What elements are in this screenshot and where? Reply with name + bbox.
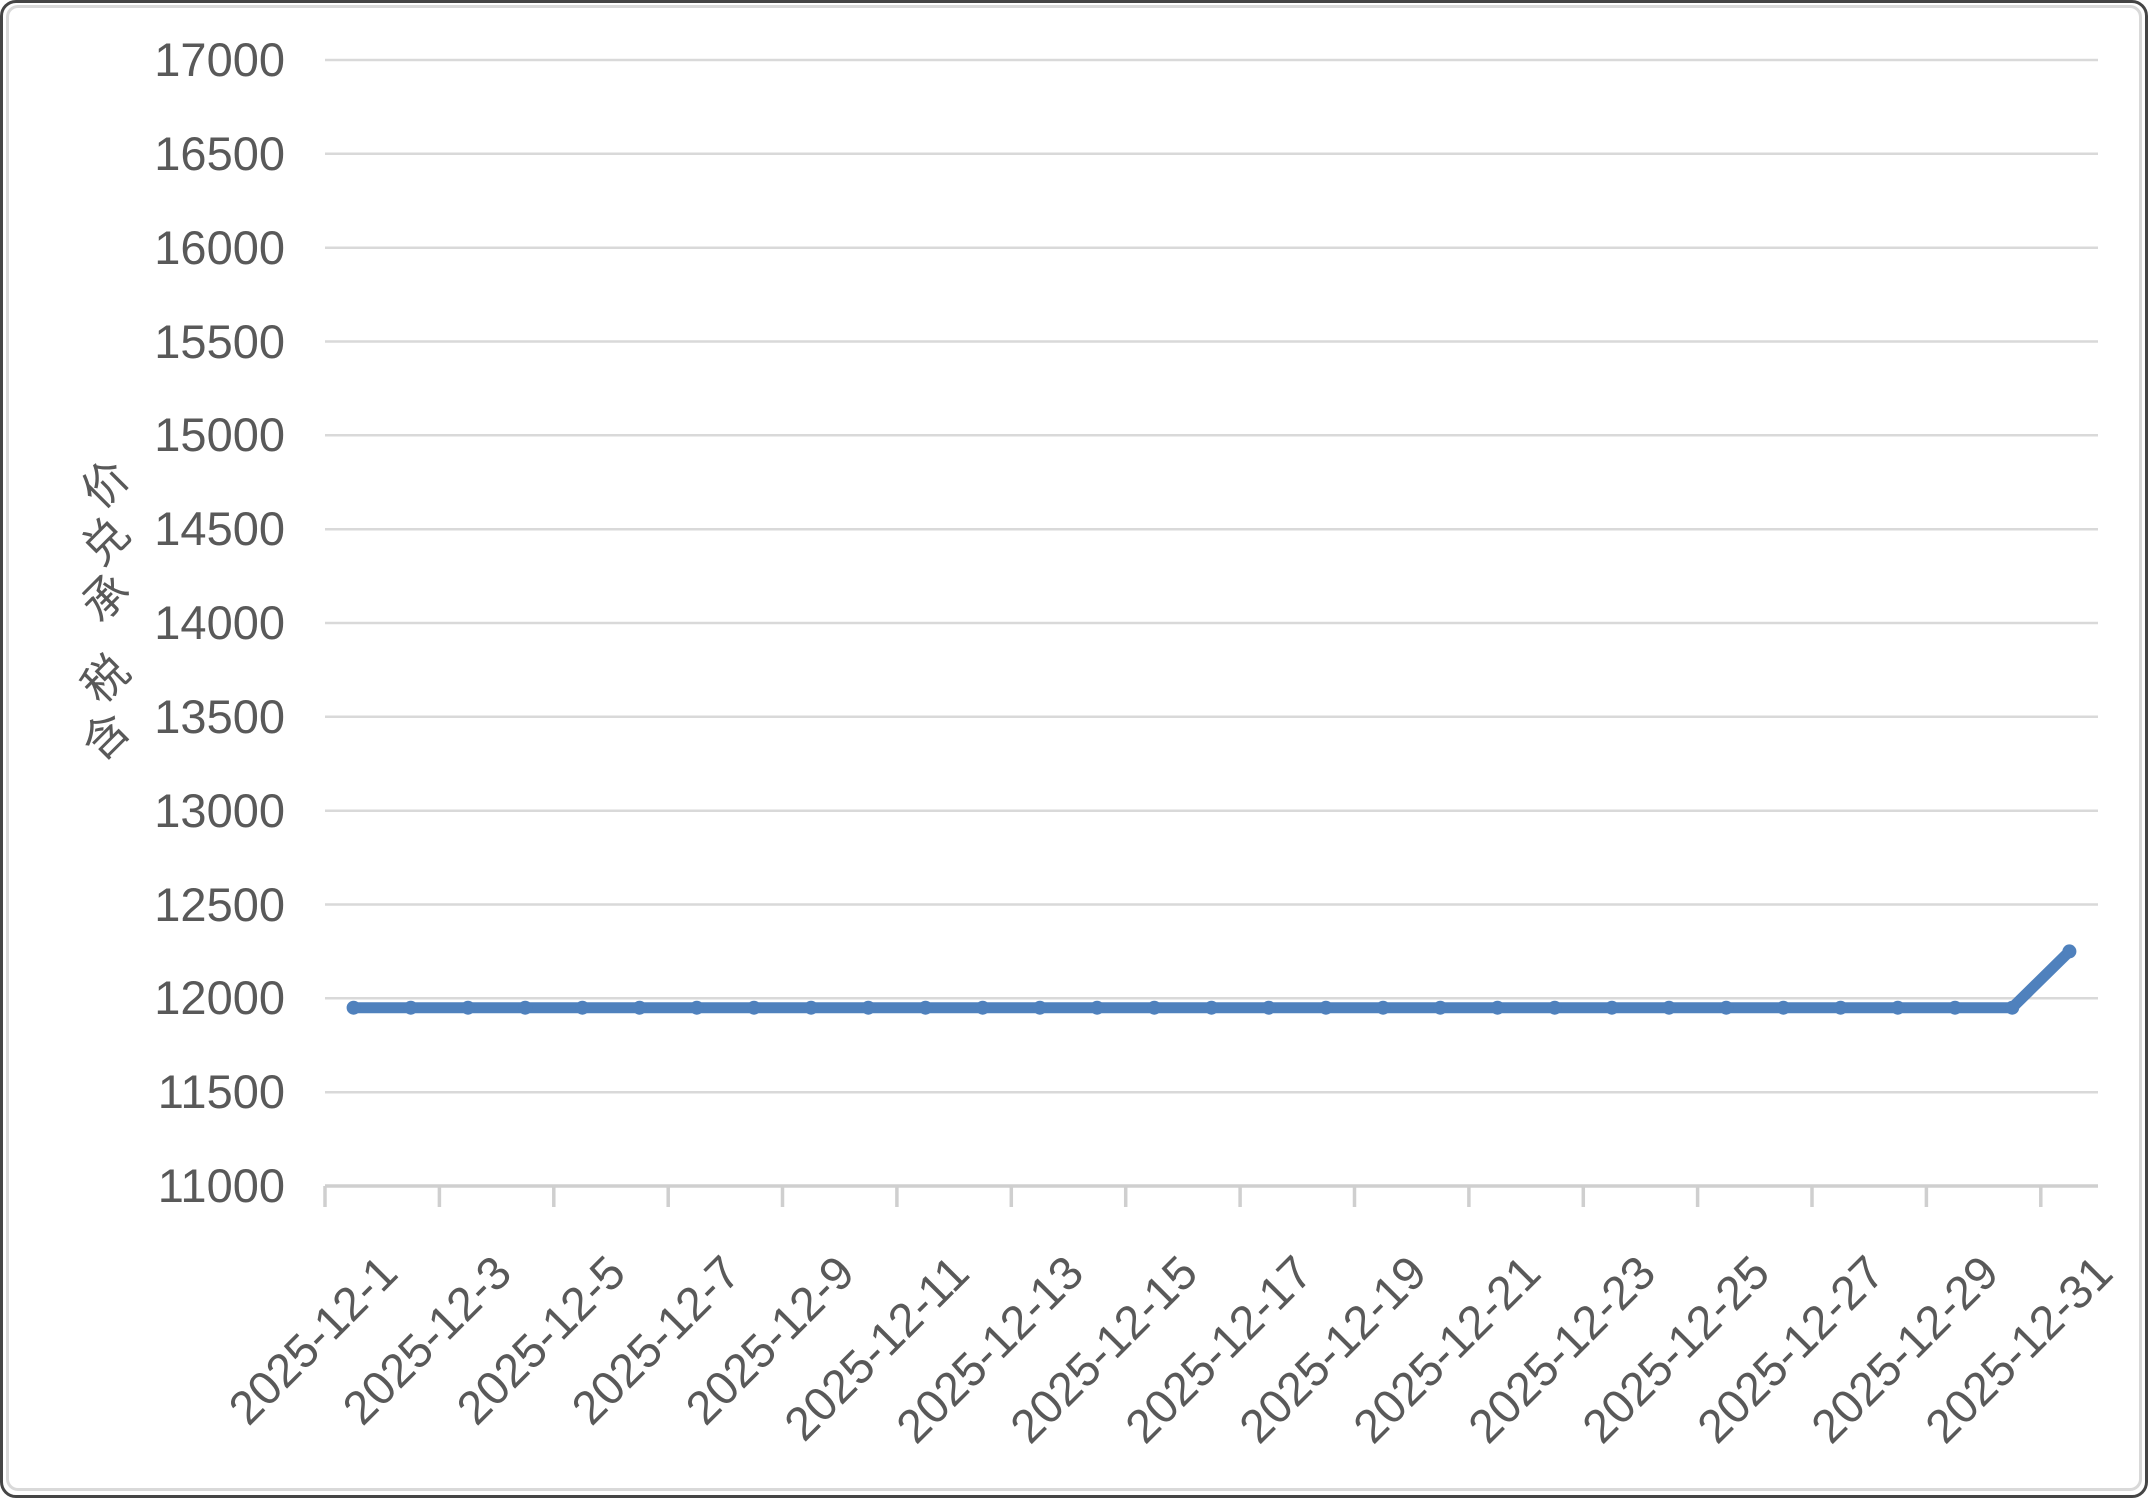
- y-axis-tick-label: 11000: [157, 1159, 285, 1212]
- data-point-marker: [1433, 1000, 1448, 1015]
- data-point-marker: [804, 1000, 819, 1015]
- y-axis-tick-label: 16000: [154, 221, 285, 274]
- data-point-marker: [518, 1000, 533, 1015]
- data-point-marker: [1090, 1000, 1105, 1015]
- data-point-marker: [1719, 1000, 1734, 1015]
- y-axis-tick-label: 14000: [154, 596, 285, 649]
- data-point-marker: [918, 1000, 933, 1015]
- y-axis-tick-label: 13500: [154, 690, 285, 743]
- data-point-marker: [1547, 1000, 1562, 1015]
- y-axis-tick-label: 11500: [157, 1065, 285, 1118]
- y-axis-tick-label: 14500: [154, 502, 285, 555]
- data-point-marker: [2005, 1000, 2020, 1015]
- data-point-marker: [2062, 944, 2077, 959]
- plot-area: [323, 58, 2098, 1207]
- data-point-marker: [1261, 1000, 1276, 1015]
- data-point-marker: [861, 1000, 876, 1015]
- data-point-marker: [403, 1000, 418, 1015]
- data-point-marker: [346, 1000, 361, 1015]
- data-point-marker: [747, 1000, 761, 1015]
- data-point-marker: [575, 1000, 590, 1015]
- y-axis-tick-label: 13000: [154, 784, 285, 837]
- data-point-marker: [975, 1000, 990, 1015]
- data-point-marker: [1776, 1000, 1791, 1015]
- y-axis-tick-label: 15000: [154, 408, 285, 461]
- data-point-marker: [1318, 1000, 1333, 1015]
- data-point-marker: [461, 1000, 475, 1015]
- y-axis-tick-label: 12500: [154, 878, 285, 931]
- data-point-marker: [1032, 1000, 1047, 1015]
- data-point-marker: [1204, 1000, 1219, 1015]
- y-axis-tick-label: 17000: [154, 33, 285, 86]
- data-point-marker: [689, 1000, 704, 1015]
- y-axis-tick-label: 15500: [154, 315, 285, 368]
- data-point-marker: [632, 1000, 647, 1015]
- y-axis-tick-label: 12000: [154, 971, 285, 1024]
- data-point-marker: [1376, 1000, 1391, 1015]
- data-point-marker: [1147, 1000, 1162, 1015]
- data-point-marker: [1490, 1000, 1505, 1015]
- data-point-marker: [1948, 1000, 1962, 1015]
- data-point-marker: [1662, 1000, 1676, 1015]
- y-axis-tick-label: 16500: [154, 127, 285, 180]
- data-point-marker: [1833, 1000, 1848, 1015]
- data-point-marker: [1604, 1000, 1619, 1015]
- data-point-marker: [1890, 1000, 1905, 1015]
